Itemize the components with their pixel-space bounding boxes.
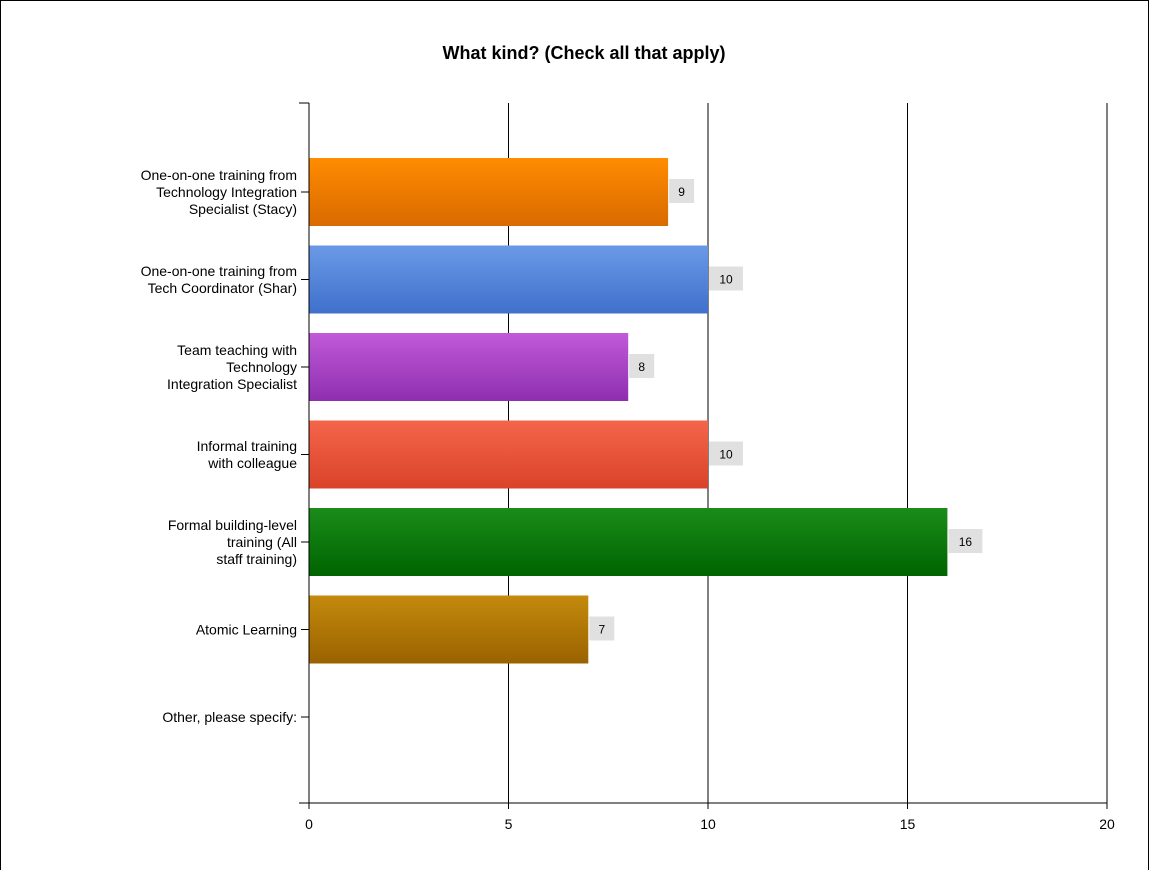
- bars: [309, 158, 948, 664]
- x-tick-label-15: 15: [900, 816, 916, 832]
- x-tick-label-0: 0: [305, 816, 313, 832]
- data-label: 8: [638, 360, 645, 374]
- category-label: Team teaching with Technology Integration …: [167, 342, 297, 392]
- category-label: One-on-one training from Technology Integ…: [141, 167, 297, 217]
- category-label: Atomic Learning: [196, 622, 297, 638]
- data-label-bg: [669, 179, 695, 203]
- bar: [309, 508, 948, 576]
- category-labels: One-on-one training from Technology Integ…: [141, 167, 298, 725]
- x-tick-label-5: 5: [505, 816, 513, 832]
- x-tick-label-10: 10: [700, 816, 716, 832]
- data-label-bg: [709, 441, 743, 466]
- chart-title: What kind? (Check all that apply): [442, 43, 725, 63]
- bar: [309, 158, 669, 226]
- data-label: 10: [719, 448, 733, 462]
- category-label: One-on-one training from Tech Coordinator…: [141, 263, 297, 296]
- x-tick-labels: 0 5 10 15 20: [305, 816, 1115, 832]
- category-label: Other, please specify:: [162, 709, 297, 725]
- bar: [309, 420, 708, 489]
- data-label-bg: [629, 354, 655, 378]
- x-tick-label-20: 20: [1099, 816, 1115, 832]
- bar: [309, 595, 589, 664]
- axes: [299, 102, 1108, 809]
- data-labels: 9 10 8 10 16 7: [589, 179, 983, 641]
- category-label: Formal building-level training (All staff …: [168, 517, 297, 567]
- data-label: 7: [598, 623, 605, 637]
- data-label: 10: [719, 273, 733, 287]
- data-label-bg: [709, 266, 743, 291]
- data-label-bg: [589, 616, 615, 641]
- data-label-bg: [948, 529, 983, 553]
- data-label: 9: [678, 185, 685, 199]
- category-label: Informal training with colleague: [197, 438, 298, 471]
- bar: [309, 245, 708, 314]
- data-label: 16: [959, 535, 973, 549]
- bar: [309, 333, 629, 401]
